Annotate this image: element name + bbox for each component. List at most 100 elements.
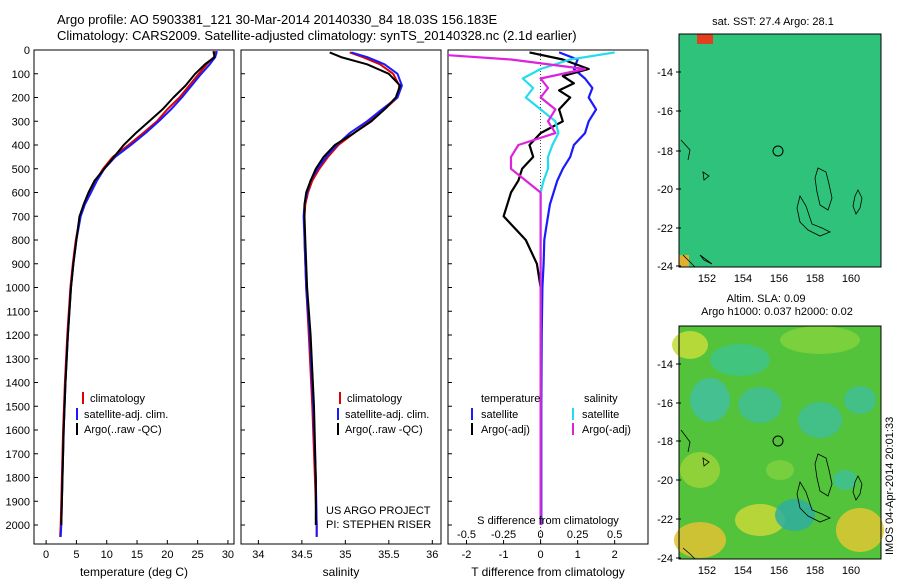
lon-label: 158	[806, 565, 824, 577]
salinity-series	[302, 51, 403, 537]
depth-tick-label: 600	[12, 188, 30, 200]
depth-tick-label: 1400	[6, 378, 30, 390]
lon-label: 156	[770, 273, 788, 285]
coastline-reef	[680, 429, 863, 560]
sla-blob	[836, 508, 884, 552]
sst-map-cells	[679, 34, 713, 267]
lat-label: -16	[657, 398, 673, 410]
depth-tick-label: 400	[12, 140, 30, 152]
argo-position-marker	[772, 435, 784, 447]
salinity-x-axis: 34 34.5 35 35.5 36	[252, 540, 438, 561]
sst-map-title: sat. SST: 27.4 Argo: 28.1	[712, 16, 834, 28]
x-tick-label: 34.5	[291, 549, 312, 561]
sla-blob	[674, 522, 726, 558]
coastline-reef	[680, 139, 863, 268]
x-tick-label: 25	[192, 549, 204, 561]
project-note: US ARGO PROJECT	[326, 505, 431, 517]
lon-label: 160	[842, 565, 860, 577]
lat-label: -18	[657, 146, 673, 158]
x-tick-label: 2	[612, 549, 618, 561]
depth-tick-label: 700	[12, 211, 30, 223]
lon-label: 156	[770, 565, 788, 577]
temperature-series	[59, 50, 218, 537]
sla-map-title-2: Argo h1000: 0.037 h2000: 0.02	[701, 306, 853, 318]
legend-label-argo: Argo(..raw -QC)	[345, 424, 423, 436]
depth-tick-label: 1000	[6, 283, 30, 295]
s-tick-label: 0.5	[607, 529, 622, 541]
lat-label: -22	[657, 223, 673, 235]
lon-label: 154	[734, 565, 752, 577]
temperature-x-axis: 0 5 10 15 20 25 30	[43, 540, 234, 561]
sst-map	[678, 33, 882, 268]
depth-tick-label: 1300	[6, 354, 30, 366]
sst-cell	[679, 255, 689, 267]
difference-line-3	[448, 54, 587, 525]
s-tick-label: -0.25	[491, 529, 516, 541]
sst-cell	[697, 34, 713, 44]
sla-blob	[775, 499, 815, 531]
difference-line-0	[540, 51, 598, 525]
sla-blob	[735, 504, 785, 536]
difference-legend: temperature satellite Argo(-adj) salinit…	[471, 393, 631, 436]
difference-line-2	[521, 51, 615, 525]
temperature-xlabel: temperature (deg C)	[80, 565, 188, 579]
x-tick-label: 1	[575, 549, 581, 561]
lon-label: 154	[734, 273, 752, 285]
lon-label: 158	[806, 273, 824, 285]
depth-tick-label: 1800	[6, 473, 30, 485]
lat-label: -24	[657, 553, 673, 565]
difference-series	[448, 51, 615, 525]
legend-label-argo: Argo(..raw -QC)	[84, 424, 162, 436]
lat-label: -20	[657, 184, 673, 196]
sla-blob	[690, 378, 730, 422]
lon-label: 152	[698, 565, 716, 577]
lat-label: -14	[657, 359, 673, 371]
depth-tick-label: 500	[12, 164, 30, 176]
x-tick-label: 34	[252, 549, 264, 561]
x-tick-label: 0	[43, 549, 49, 561]
x-tick-label: 10	[101, 549, 113, 561]
depth-tick-label: 0	[24, 45, 30, 57]
salinity-panel	[240, 49, 442, 545]
sla-blob	[738, 387, 782, 423]
s-difference-label: S difference from climatology	[477, 515, 619, 527]
legend-head-salinity: salinity	[584, 393, 618, 405]
argo-position-marker	[772, 145, 784, 157]
salinity-xlabel: salinity	[323, 565, 360, 579]
lat-label: -22	[657, 514, 673, 526]
t-difference-xlabel: T difference from climatology	[471, 565, 625, 579]
lon-label: 152	[698, 273, 716, 285]
imos-credit: IMOS 04-Apr-2014 20:01:33	[884, 416, 896, 555]
legend-label-satellite: satellite-adj. clim.	[345, 409, 429, 421]
salinity-line-1	[302, 51, 403, 537]
depth-tick-label: 1500	[6, 401, 30, 413]
lon-label: 160	[842, 273, 860, 285]
map-axes: -14 -14 -16 -16 -18 -18 -20 -20 -22 -22 -24 -24 152 1…	[657, 67, 860, 577]
s-tick-label: 0.25	[567, 529, 588, 541]
x-tick-label: 20	[161, 549, 173, 561]
x-tick-label: 5	[73, 549, 79, 561]
sla-blob	[844, 386, 876, 414]
legend-label-s-argo: Argo(-adj)	[582, 424, 631, 436]
lat-label: -20	[657, 475, 673, 487]
depth-tick-label: 2000	[6, 520, 30, 532]
sla-blob	[766, 460, 794, 480]
depth-tick-label: 1900	[6, 496, 30, 508]
sla-map-blobs	[672, 326, 884, 558]
depth-tick-label: 900	[12, 259, 30, 271]
x-tick-label: -1	[499, 549, 509, 561]
depth-axis: 0 100 200 300 400 500 600 700 800 900 1000 1100 1200…	[6, 45, 452, 532]
sla-blob	[798, 402, 842, 438]
temperature-legend: climatology satellite-adj. clim. Argo(..…	[76, 392, 168, 436]
x-tick-label: 35.5	[378, 549, 399, 561]
sla-blob	[680, 452, 720, 488]
figure-title-line1: Argo profile: AO 5903381_121 30-Mar-2014…	[57, 12, 498, 27]
sla-blob	[710, 344, 770, 376]
x-tick-label: 35	[339, 549, 351, 561]
lat-label: -14	[657, 67, 673, 79]
temperature-line-0	[59, 50, 217, 537]
lat-label: -18	[657, 436, 673, 448]
salinity-line-2	[303, 51, 402, 525]
x-tick-label: 15	[131, 549, 143, 561]
